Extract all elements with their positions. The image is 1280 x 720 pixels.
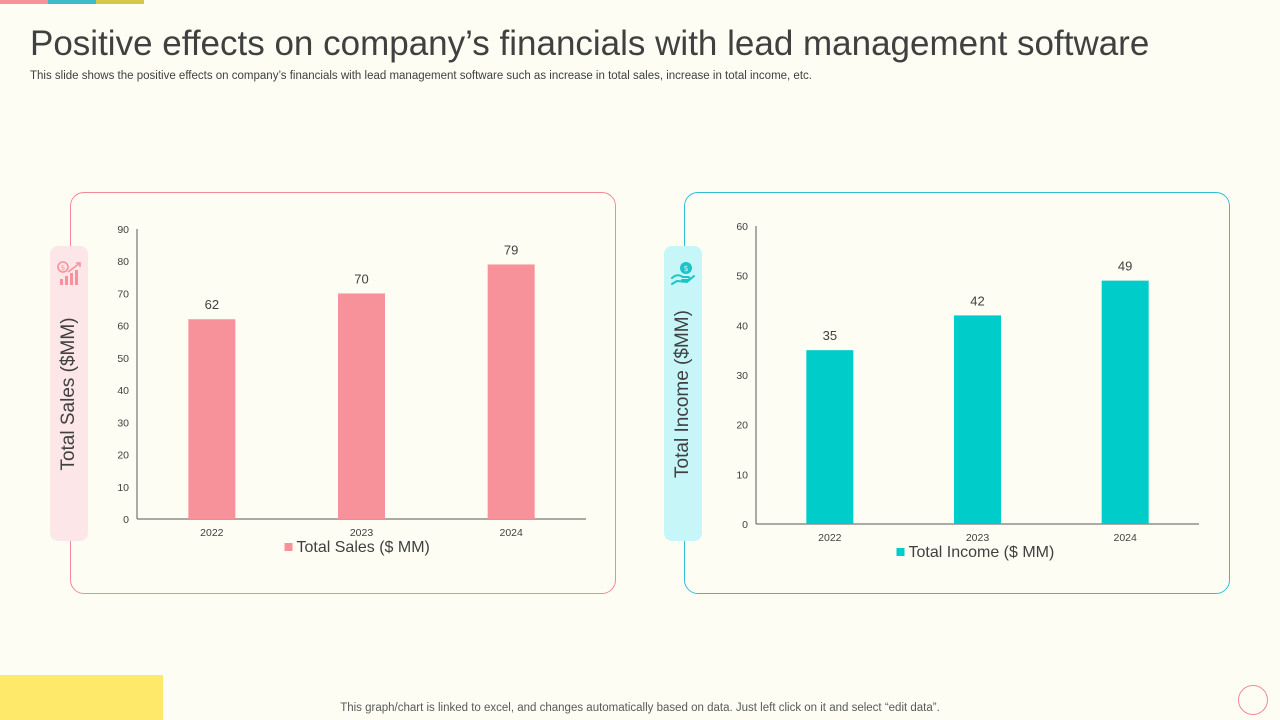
sales-x-tick-label: 2024 [499,527,523,539]
sales-y-tick-label: 50 [117,353,129,365]
sales-y-tick-label: 90 [117,224,129,236]
income-bar-2023 [954,315,1001,524]
sales-data-label-2022: 62 [205,297,219,312]
sales-y-tick-label: 80 [117,256,129,268]
accent-bar-pink [0,0,48,4]
svg-text:$: $ [61,264,65,272]
sales-y-tick-label: 20 [117,450,129,462]
income-y-tick-label: 10 [736,469,748,481]
page-title: Positive effects on company’s financials… [30,24,1150,63]
income-legend-swatch [896,548,905,556]
income-y-tick-label: 20 [736,420,748,432]
income-data-label-2024: 49 [1118,259,1132,274]
page-subtitle: This slide shows the positive effects on… [30,70,812,82]
sales-y-tick-label: 0 [123,514,129,526]
sales-x-tick-label: 2022 [200,527,224,539]
income-legend-label: Total Income ($ MM) [909,544,1055,561]
sales-x-tick-label: 2023 [350,527,374,539]
corner-circle [1238,685,1268,715]
accent-bar-teal [48,0,96,4]
money-growth-icon: $ [57,261,81,285]
income-x-tick-label: 2022 [818,532,842,544]
sales-legend-swatch [284,543,293,551]
sales-data-label-2024: 79 [504,242,518,257]
income-y-tick-label: 50 [736,271,748,283]
sales-y-tick-label: 40 [117,385,129,397]
footer-yellow-block [0,675,163,720]
sales-legend-label: Total Sales ($ MM) [297,539,430,556]
sales-y-tick-label: 60 [117,321,129,333]
income-y-tick-label: 40 [736,320,748,332]
income-x-tick-label: 2024 [1113,532,1137,544]
income-y-tick-label: 30 [736,370,748,382]
income-bar-2024 [1101,280,1149,524]
hand-money-icon: $ [671,262,695,285]
accent-bar-yellow [96,0,144,4]
sales-side-tab: $ Total Sales ($MM) [50,246,88,541]
income-side-tab: $ Total Income ($MM) [664,246,702,541]
sales-y-tick-label: 70 [117,288,129,300]
sales-bar-2022 [188,319,236,519]
income-data-label-2022: 35 [823,328,837,343]
sales-y-tick-label: 30 [117,417,129,429]
sales-bar-2023 [338,293,385,519]
income-bar-2022 [806,350,854,524]
income-y-tick-label: 60 [736,221,748,233]
footer-note: This graph/chart is linked to excel, and… [340,702,940,714]
income-y-tick-label: 0 [742,519,748,531]
sales-y-tick-label: 10 [117,482,129,494]
income-data-label-2023: 42 [970,293,984,308]
sales-bar-2024 [487,264,535,519]
sales-data-label-2023: 70 [354,271,368,286]
income-x-tick-label: 2023 [966,532,990,544]
svg-text:$: $ [683,264,688,273]
